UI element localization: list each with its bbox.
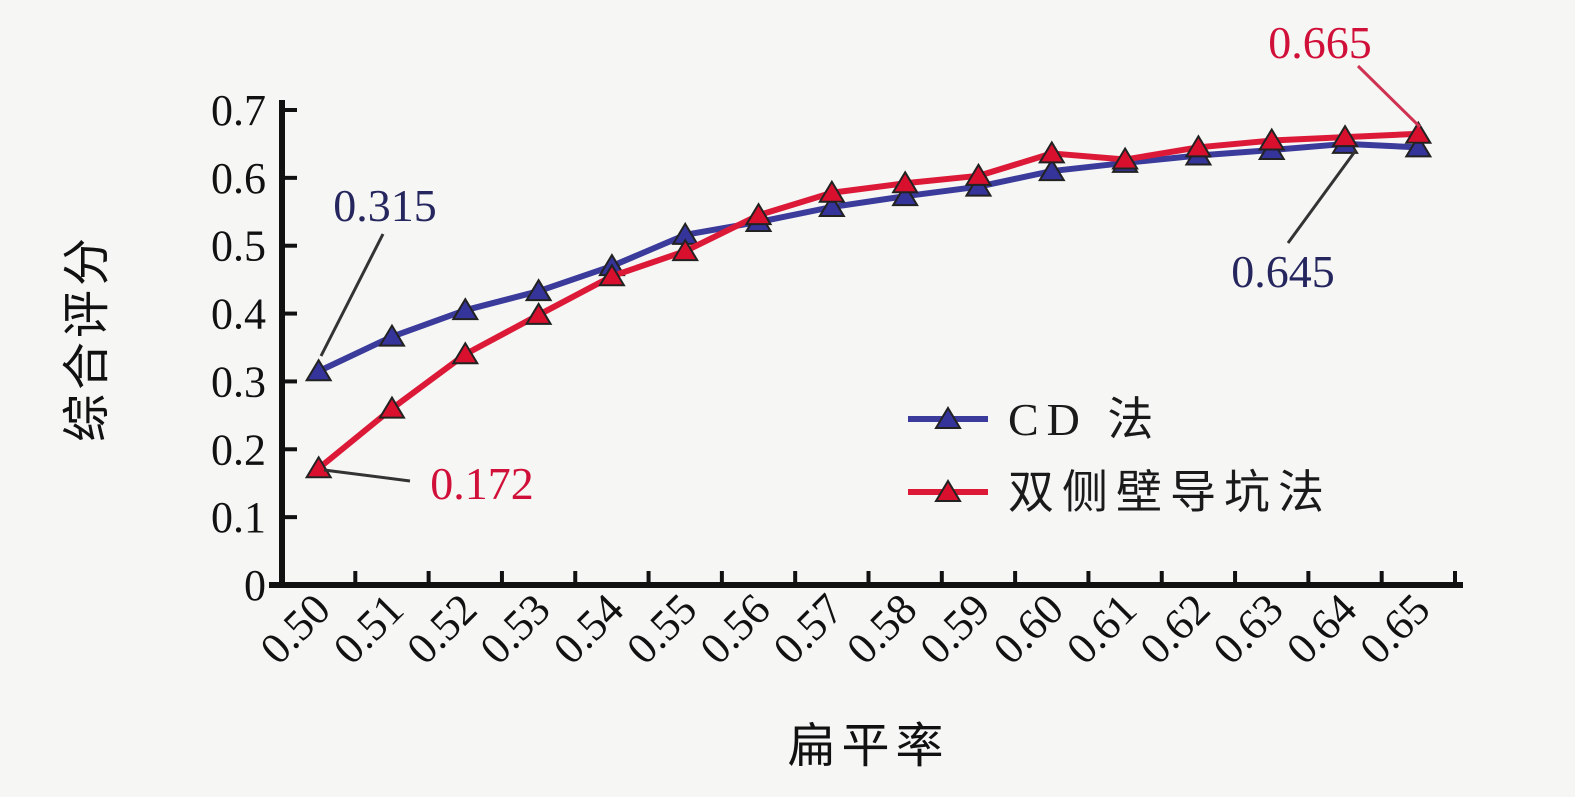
triangle-marker xyxy=(1038,140,1066,164)
triangle-marker xyxy=(1257,127,1286,151)
triangle-marker xyxy=(451,341,480,365)
triangle-marker xyxy=(598,263,626,287)
y-tick-label: 0.6 xyxy=(211,154,266,203)
x-tick-labels: 0.500.510.520.530.540.550.560.570.580.59… xyxy=(251,584,1440,673)
triangle-marker xyxy=(1184,134,1213,158)
triangle-marker xyxy=(818,194,846,218)
y-tick-label: 0.7 xyxy=(211,86,266,135)
x-tick-label: 0.52 xyxy=(397,584,486,673)
series-line xyxy=(315,140,1422,375)
triangle-marker xyxy=(671,238,699,262)
triangle-marker xyxy=(934,479,962,502)
triangle-marker xyxy=(964,162,993,186)
y-axis-title: 综合评分 xyxy=(61,234,114,442)
series-double-side-wall xyxy=(304,120,1433,479)
triangle-marker xyxy=(891,170,919,194)
y-tick-label: 0.2 xyxy=(211,425,266,474)
x-tick-label: 0.56 xyxy=(691,584,780,673)
annotation-value-label: 0.172 xyxy=(430,458,534,509)
annotations: 0.315 0.172 0.665 0.645 xyxy=(319,17,1422,509)
annotation-value-label: 0.645 xyxy=(1231,246,1335,297)
x-tick-label: 0.54 xyxy=(544,584,633,673)
triangle-marker xyxy=(524,301,553,325)
x-tick-label: 0.62 xyxy=(1130,584,1219,673)
annotation-leader-line xyxy=(319,233,385,357)
triangle-marker xyxy=(1331,124,1359,148)
triangle-marker xyxy=(451,297,480,321)
triangle-marker xyxy=(744,202,773,226)
x-tick-label: 0.65 xyxy=(1350,584,1439,673)
x-axis-title: 扁平率 xyxy=(787,720,949,773)
triangle-marker xyxy=(1111,146,1139,170)
y-tick-label: 0.1 xyxy=(211,493,266,542)
y-tick-labels: 0 0.1 0.2 0.3 0.4 0.5 0.6 0.7 xyxy=(211,86,266,610)
y-tick-label: 0 xyxy=(244,561,266,610)
x-tick-label: 0.64 xyxy=(1277,584,1366,673)
x-tick-label: 0.57 xyxy=(764,584,853,673)
triangle-marker xyxy=(304,455,333,479)
triangle-marker xyxy=(1404,120,1433,144)
x-tick-label: 0.58 xyxy=(837,584,926,673)
triangle-marker xyxy=(934,406,962,429)
triangle-marker xyxy=(891,183,919,207)
y-tick-label: 0.4 xyxy=(211,290,266,339)
triangle-marker xyxy=(1404,134,1433,158)
series-line xyxy=(315,130,1422,472)
x-tick-label: 0.55 xyxy=(617,584,706,673)
x-tick-label: 0.63 xyxy=(1204,584,1293,673)
x-tick-label: 0.60 xyxy=(984,584,1073,673)
axes xyxy=(269,100,1463,588)
y-tick-label: 0.3 xyxy=(211,357,266,406)
annotation-value-label: 0.315 xyxy=(333,180,437,231)
triangle-marker xyxy=(378,323,406,347)
triangle-marker xyxy=(524,278,553,302)
annotation-value-label: 0.665 xyxy=(1268,17,1372,68)
triangle-marker xyxy=(378,395,406,419)
legend-label: 双侧壁导坑法 xyxy=(1008,467,1332,518)
x-tick-label: 0.51 xyxy=(324,584,413,673)
triangle-marker xyxy=(1038,158,1066,182)
triangle-marker xyxy=(818,179,846,203)
y-tick-label: 0.5 xyxy=(211,222,266,271)
annotation-leader-line xyxy=(1356,64,1422,129)
triangle-marker xyxy=(304,358,333,382)
x-tick-label: 0.59 xyxy=(910,584,999,673)
annotation-leader-line xyxy=(323,468,411,483)
x-tick-label: 0.61 xyxy=(1057,584,1146,673)
annotation-leader-line xyxy=(1286,149,1358,244)
legend-label: CD 法 xyxy=(1008,394,1161,445)
x-tick-label: 0.53 xyxy=(471,584,560,673)
